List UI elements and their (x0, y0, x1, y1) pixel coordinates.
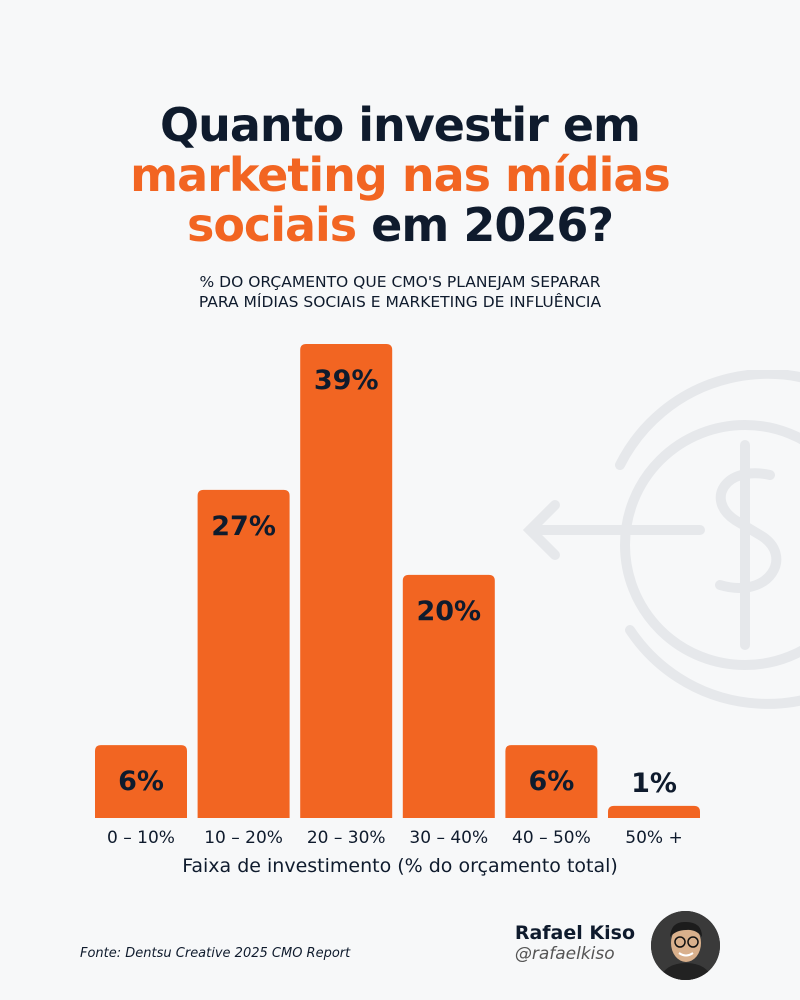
title-line-1: Quanto investir em (160, 98, 641, 152)
author-handle: @rafaelkiso (514, 944, 615, 964)
bar (300, 344, 393, 818)
page-title: Quanto investir em marketing nas mídias … (0, 100, 800, 250)
data-label: 27% (211, 511, 276, 542)
bar (608, 805, 700, 818)
bar (197, 489, 290, 818)
bar (95, 745, 187, 818)
data-label: 20% (416, 596, 481, 627)
author-block: Rafael Kiso @rafaelkiso (515, 922, 635, 964)
data-label: 6% (118, 766, 164, 797)
subtitle-line-1: % DO ORÇAMENTO QUE CMO'S PLANEJAM SEPARA… (199, 273, 601, 291)
data-label: 6% (528, 766, 574, 797)
author-name: Rafael Kiso (514, 922, 635, 944)
x-tick-label: 20 – 30% (307, 828, 386, 848)
x-tick-label: 10 – 20% (204, 828, 283, 848)
title-line-2: marketing nas mídias (130, 148, 671, 202)
data-label: 39% (314, 365, 379, 396)
dollar-circular-arrow-icon (522, 370, 800, 709)
title-highlight: sociais (186, 198, 357, 252)
x-tick-label: 30 – 40% (409, 828, 488, 848)
title-line-3: sociais em 2026? (0, 200, 800, 250)
x-axis-label: Faixa de investimento (% do orçamento to… (182, 855, 618, 877)
title-rest: em 2026? (356, 198, 614, 252)
subtitle: % DO ORÇAMENTO QUE CMO'S PLANEJAM SEPARA… (0, 272, 800, 312)
bar (505, 745, 598, 818)
x-tick-label: 40 – 50% (512, 828, 591, 848)
avatar (651, 911, 720, 980)
bar (402, 574, 495, 818)
bar-chart: 6% 0 – 10% 27% 10 – 20% 39% 20 – 30% 20% 30 – 4… (95, 344, 700, 848)
x-tick-label: 0 – 10% (107, 828, 175, 848)
x-tick-label: 50% + (625, 828, 682, 848)
data-label: 1% (631, 768, 677, 799)
subtitle-line-2: PARA MÍDIAS SOCIAIS E MARKETING DE INFLU… (198, 293, 602, 311)
source-note: Fonte: Dentsu Creative 2025 CMO Report (80, 946, 351, 961)
